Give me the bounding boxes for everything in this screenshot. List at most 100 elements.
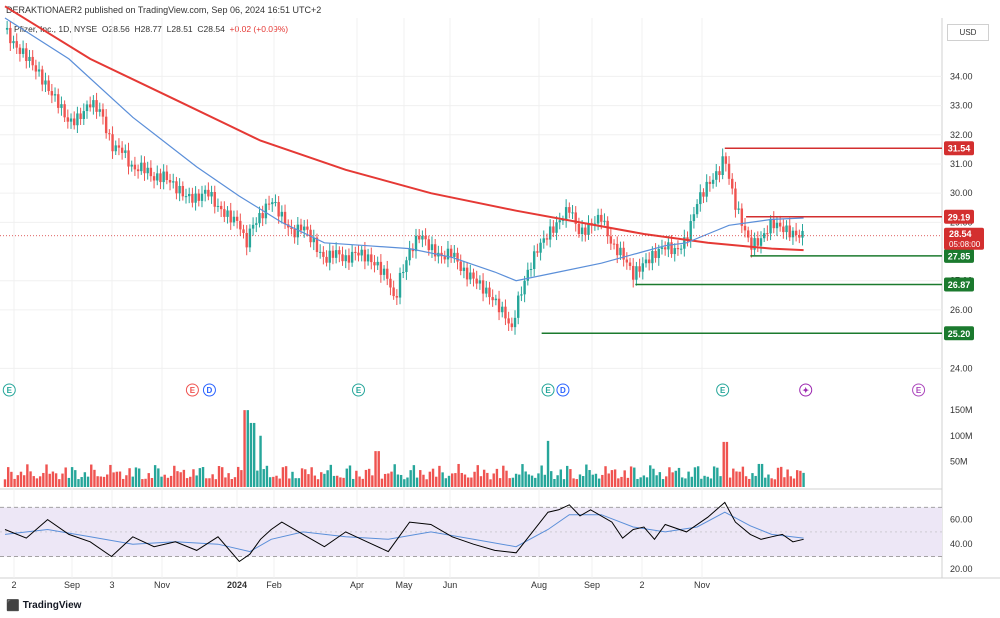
volume-bar xyxy=(74,470,77,487)
volume-bar xyxy=(566,465,569,487)
candle-body xyxy=(15,41,18,48)
candle-body xyxy=(223,209,226,217)
candle-body xyxy=(647,259,651,264)
candle-body xyxy=(66,117,70,122)
volume-bar xyxy=(214,479,218,487)
ohlc-low: L28.51 xyxy=(166,24,193,34)
volume-bar xyxy=(90,464,93,487)
volume-bar xyxy=(291,471,294,487)
x-tick-label: May xyxy=(395,580,413,590)
volume-bar xyxy=(447,475,451,487)
volume-bar xyxy=(639,477,642,487)
candle-body xyxy=(695,204,699,215)
volume-bar xyxy=(35,478,39,487)
volume-bar xyxy=(428,471,432,487)
volume-bar xyxy=(364,469,368,487)
candle-body xyxy=(350,251,354,263)
candle-body xyxy=(331,250,335,258)
currency-selector[interactable]: USD xyxy=(947,24,989,41)
candle-body xyxy=(750,237,753,250)
ma-short-line xyxy=(4,17,804,282)
volume-bar xyxy=(674,470,678,487)
volume-bar xyxy=(732,468,735,487)
volume-bar xyxy=(581,476,585,487)
candle-body xyxy=(711,179,715,184)
volume-bar xyxy=(80,477,83,487)
tradingview-brand[interactable]: ⬛ TradingView xyxy=(6,599,81,612)
volume-bar xyxy=(118,471,122,487)
volume-bar xyxy=(278,478,281,487)
volume-bar xyxy=(466,477,470,487)
candle-body xyxy=(794,230,798,236)
resistance-level-label: 31.54 xyxy=(948,144,971,154)
candle-body xyxy=(734,188,737,210)
candle-body xyxy=(443,256,446,260)
event-marker-label: E xyxy=(7,386,13,395)
candle-body xyxy=(558,220,561,223)
volume-bar xyxy=(409,470,412,487)
candle-body xyxy=(727,163,731,179)
candle-body xyxy=(60,104,63,108)
x-tick-label: Aug xyxy=(531,580,547,590)
volume-bar xyxy=(64,467,67,487)
candle-body xyxy=(41,69,44,85)
candle-body xyxy=(76,113,79,126)
x-tick-label: Sep xyxy=(584,580,600,590)
volume-bar xyxy=(224,477,227,487)
candle-body xyxy=(143,162,146,174)
volume-bar xyxy=(272,476,275,487)
candle-body xyxy=(133,164,137,170)
volume-bar xyxy=(604,466,607,487)
volume-bar xyxy=(259,435,262,487)
volume-bar xyxy=(514,473,518,487)
volume-bar xyxy=(770,478,773,487)
candle-body xyxy=(82,111,85,120)
candle-body xyxy=(28,56,31,62)
volume-bar xyxy=(383,473,387,487)
candle-body xyxy=(561,219,565,221)
volume-bar xyxy=(22,475,26,487)
volume-bar xyxy=(780,466,783,487)
volume-bar xyxy=(693,467,697,487)
candle-body xyxy=(31,56,34,66)
volume-bar xyxy=(102,476,106,487)
candle-body xyxy=(737,208,740,210)
event-marker-label: E xyxy=(356,386,362,395)
volume-bar xyxy=(645,477,649,487)
volume-bar xyxy=(489,479,492,487)
candle-body xyxy=(788,225,791,238)
volume-bar xyxy=(361,478,364,487)
volume-bar xyxy=(316,479,320,487)
volume-bar xyxy=(358,476,361,487)
price-tick-label: 31.00 xyxy=(950,159,973,169)
volume-bar xyxy=(185,478,189,487)
volume-bar xyxy=(591,474,594,487)
support-level-badge xyxy=(944,326,974,341)
last-price-badge xyxy=(944,227,984,250)
volume-bar xyxy=(597,478,601,487)
volume-bar xyxy=(546,440,550,487)
support-level-label: 27.85 xyxy=(948,251,971,261)
candle-body xyxy=(517,295,520,318)
candle-body xyxy=(523,280,526,295)
volume-bar xyxy=(217,466,221,487)
candle-body xyxy=(766,233,769,235)
volume-bar xyxy=(757,463,761,487)
volume-bar xyxy=(610,470,614,487)
volume-bar xyxy=(396,474,400,487)
candle-body xyxy=(408,248,411,261)
candle-body xyxy=(334,250,338,258)
candle-body xyxy=(200,193,204,201)
volume-bar xyxy=(438,465,441,487)
candle-body xyxy=(430,244,434,251)
volume-bar xyxy=(355,470,358,487)
volume-bar xyxy=(288,478,291,487)
volume-bar xyxy=(725,441,729,487)
volume-bar xyxy=(377,451,380,487)
volume-bar xyxy=(109,464,112,487)
candle-body xyxy=(9,27,12,44)
volume-bar xyxy=(760,463,764,487)
volume-bar xyxy=(339,477,342,487)
candle-body xyxy=(456,252,459,262)
